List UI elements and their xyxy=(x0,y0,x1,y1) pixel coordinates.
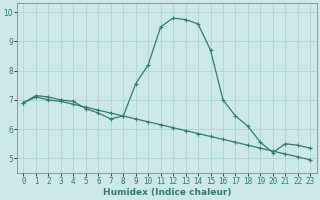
X-axis label: Humidex (Indice chaleur): Humidex (Indice chaleur) xyxy=(103,188,231,197)
